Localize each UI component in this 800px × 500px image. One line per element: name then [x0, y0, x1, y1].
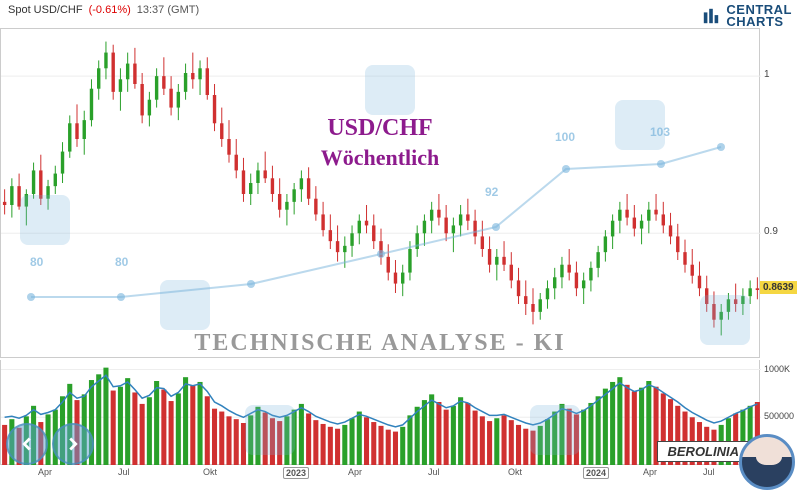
volume-chart[interactable]: [0, 360, 760, 465]
nav-next-button[interactable]: [52, 423, 94, 465]
current-price-tag: 0.8639: [760, 281, 797, 294]
x-tick: Jul: [703, 467, 715, 477]
nav-prev-button[interactable]: [6, 423, 48, 465]
ticker-change: (-0.61%): [89, 4, 131, 16]
x-tick: 2023: [283, 467, 309, 479]
ticker-time: 13:37 (GMT): [137, 4, 199, 16]
logo-icon: [702, 7, 720, 25]
chart-header: Spot USD/CHF (-0.61%) 13:37 (GMT) CENTRA…: [0, 0, 800, 28]
time-x-axis: AprJulOkt2023AprJulOkt2024AprJulOkt: [0, 465, 760, 485]
x-tick: Apr: [348, 467, 362, 477]
x-tick: Okt: [203, 467, 217, 477]
brand-logo: CENTRALCHARTS: [702, 4, 792, 29]
ticker-name: Spot USD/CHF: [8, 4, 83, 16]
x-tick: 2024: [583, 467, 609, 479]
x-tick: Apr: [643, 467, 657, 477]
x-tick: Okt: [508, 467, 522, 477]
assistant-avatar[interactable]: [739, 434, 795, 490]
x-tick: Jul: [428, 467, 440, 477]
nav-buttons: [6, 423, 94, 465]
x-tick: Jul: [118, 467, 130, 477]
brand-tag: BEROLINIA: [657, 441, 751, 462]
x-tick: Apr: [38, 467, 52, 477]
price-chart[interactable]: [0, 28, 760, 358]
price-y-axis: 0.910.8639: [760, 28, 800, 358]
